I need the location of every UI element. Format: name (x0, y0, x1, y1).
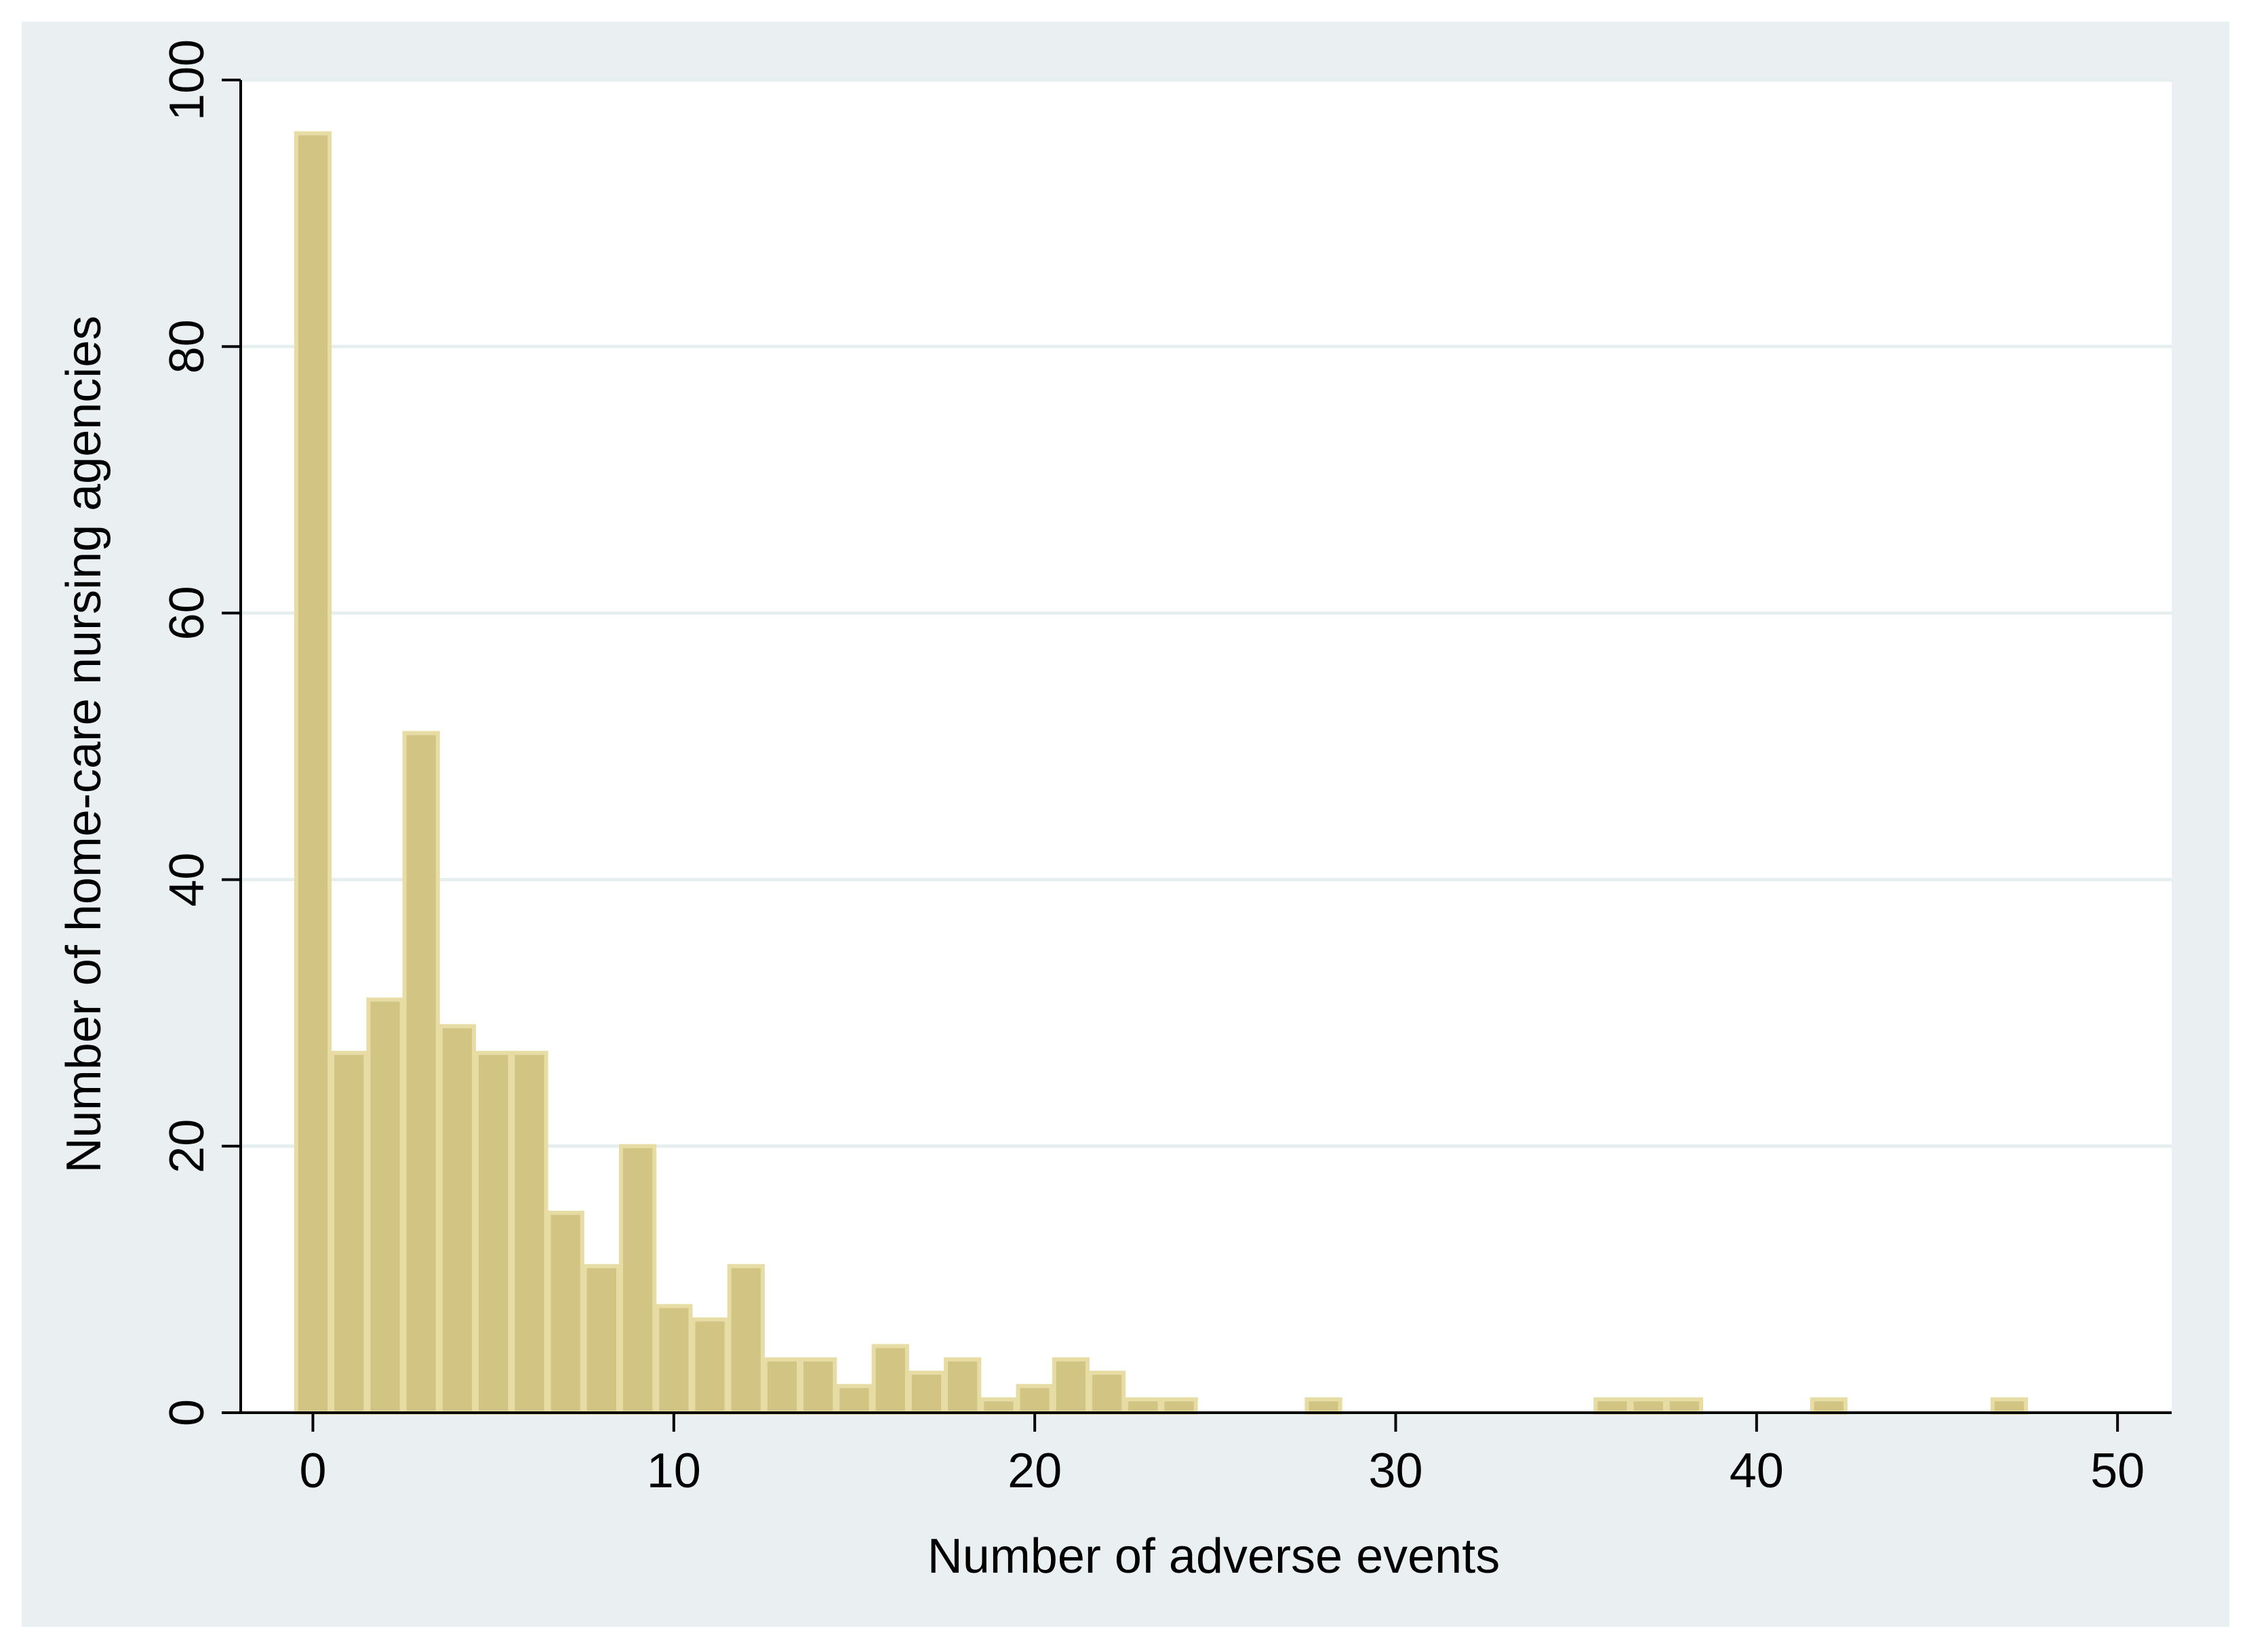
bar-x-28 (1304, 1397, 1342, 1415)
y-tick-label-40: 40 (160, 853, 214, 907)
bar-x-38 (1665, 1397, 1703, 1415)
x-tick-label-30: 30 (1368, 1444, 1422, 1498)
bar-x-47 (1990, 1397, 2029, 1415)
bar-x-11 (691, 1317, 729, 1415)
bar-x-42 (1810, 1397, 1848, 1415)
y-tick-label-60: 60 (160, 586, 214, 640)
bar-x-2 (366, 997, 404, 1415)
bar-x-19 (980, 1397, 1018, 1415)
bar-x-15 (835, 1384, 873, 1415)
x-tick-label-0: 0 (299, 1444, 326, 1498)
bar-x-0 (294, 131, 332, 1415)
bar-x-8 (582, 1264, 620, 1415)
x-tick-label-50: 50 (2090, 1444, 2145, 1498)
bar-x-14 (799, 1357, 837, 1415)
x-tick-label-20: 20 (1008, 1444, 1062, 1498)
axes (239, 80, 2172, 1414)
bar-x-22 (1088, 1371, 1126, 1415)
y-tick-label-80: 80 (160, 319, 214, 374)
bar-x-37 (1629, 1397, 1667, 1415)
bar-x-4 (438, 1024, 477, 1415)
bar-x-6 (511, 1051, 549, 1415)
y-tick-label-0: 0 (160, 1399, 214, 1426)
x-tick-label-40: 40 (1730, 1444, 1784, 1498)
bar-x-23 (1124, 1397, 1162, 1415)
bar-x-9 (618, 1144, 657, 1415)
bar-x-1 (330, 1051, 368, 1415)
y-tick-label-100: 100 (160, 39, 214, 121)
bar-x-16 (871, 1344, 909, 1415)
bar-x-13 (763, 1357, 801, 1415)
x-tick-label-10: 10 (647, 1444, 701, 1498)
bar-x-18 (944, 1357, 982, 1415)
y-axis-title: Number of home-care nursing agencies (57, 316, 111, 1173)
bar-x-17 (907, 1371, 946, 1415)
ticks: 0 10 20 30 40 50 0 20 40 60 80 100 (160, 39, 2145, 1498)
bar-x-21 (1052, 1357, 1090, 1415)
bar-x-20 (1016, 1384, 1054, 1415)
bar-x-5 (475, 1051, 513, 1415)
bars (294, 131, 2029, 1415)
bar-x-3 (402, 731, 440, 1415)
bar-x-24 (1160, 1397, 1198, 1415)
plot-area (241, 80, 2172, 1413)
x-axis-title: Number of adverse events (928, 1529, 1500, 1584)
gridlines (241, 78, 2172, 1148)
bar-x-10 (655, 1304, 693, 1415)
y-tick-label-20: 20 (160, 1119, 214, 1173)
bar-x-12 (727, 1264, 765, 1415)
bar-x-7 (546, 1211, 584, 1415)
bar-x-36 (1593, 1397, 1631, 1415)
